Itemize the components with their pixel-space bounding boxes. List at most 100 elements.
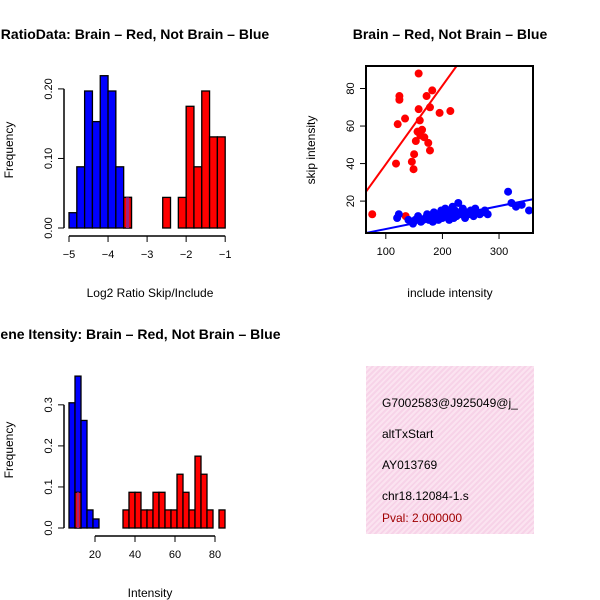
ratio-histogram-panel: RatioData: Brain – Red, Not Brain – Blue… [1, 26, 270, 300]
intensity-histogram-y-tick-label: 0.0 [43, 520, 55, 535]
intensity-histogram-bar-brain [128, 491, 136, 529]
scatter-x-tick-label: 200 [433, 246, 451, 258]
intensity-histogram-x-tick-label: 20 [89, 549, 101, 561]
intensity-histogram-ylabel: Frequency [2, 422, 16, 479]
intensity-histogram-bar-brain [206, 509, 214, 529]
intensity-histogram-x-tick-label: 40 [129, 549, 141, 561]
scatter-trend-brain [366, 66, 458, 193]
intensity-histogram-bar-brain [122, 509, 130, 529]
intensity-histogram-bars [68, 375, 226, 529]
scatter-point-brain [428, 86, 437, 95]
scatter-axes: 100 200 300 20 40 60 80 [345, 65, 534, 258]
scatter-point-brain [414, 69, 423, 78]
intensity-histogram-bar-brain [176, 473, 184, 529]
ratio-histogram-axes: −5 −4 −3 −2 −1 0.00 0.10 0.20 [43, 78, 231, 261]
location-text: chr18.12084-1.s [382, 489, 469, 503]
ratio-histogram-x-tick-label: −2 [180, 249, 193, 261]
intensity-histogram-bar-overlap [76, 492, 80, 528]
ratio-histogram-x-tick-label: −1 [219, 249, 232, 261]
scatter-frame [365, 65, 534, 234]
ratio-histogram-bar-not-brain [107, 90, 117, 229]
intensity-histogram-y-tick-label: 0.3 [43, 397, 55, 412]
intensity-histogram-bar-brain [170, 509, 178, 529]
scatter-point-brain [425, 146, 434, 155]
ratio-histogram-bar-brain [185, 105, 195, 229]
ratio-histogram-x-tick-label: −3 [141, 249, 154, 261]
ratio-histogram-bar-not-brain [115, 166, 125, 229]
intensity-histogram-y-tick-label: 0.2 [43, 438, 55, 453]
scatter-point-not-brain [504, 187, 513, 196]
scatter-marks [366, 66, 533, 233]
scatter-panel: Brain – Red, Not Brain – Blue include in… [304, 26, 547, 300]
event-type-text: altTxStart [382, 427, 434, 441]
scatter-point-not-brain [483, 210, 492, 219]
scatter-point-brain [446, 107, 455, 116]
ratio-histogram-xlabel: Log2 Ratio Skip/Include [87, 286, 214, 300]
ratio-histogram-ylabel: Frequency [2, 122, 16, 179]
scatter-y-tick-label: 40 [345, 157, 357, 169]
ratio-histogram-bar-not-brain [91, 120, 101, 229]
intensity-histogram-bar-not-brain [86, 509, 94, 529]
ratio-histogram-bar-brain [216, 136, 226, 229]
scatter-point-brain [420, 133, 429, 142]
scatter-point-brain [414, 105, 423, 114]
scatter-point-brain [435, 108, 444, 117]
intensity-histogram-title: Gene Itensity: Brain – Red, Not Brain – … [0, 326, 281, 342]
scatter-ylabel: skip intensity [304, 116, 318, 185]
scatter-point-brain [424, 138, 433, 147]
intensity-histogram-x-tick-label: 60 [169, 549, 181, 561]
scatter-point-brain [407, 157, 416, 166]
ratio-histogram-x-tick-label: −4 [102, 249, 115, 261]
intensity-histogram-bar-not-brain [80, 419, 88, 529]
scatter-y-tick-label: 80 [345, 82, 357, 94]
ratio-histogram-title: RatioData: Brain – Red, Not Brain – Blue [1, 26, 270, 42]
ratio-histogram-bar-not-brain [68, 212, 78, 229]
ratio-histogram-y-tick-label: 0.10 [43, 148, 55, 169]
intensity-histogram-bar-brain [188, 509, 196, 529]
scatter-point-not-brain [394, 210, 403, 219]
intensity-histogram-y-tick-label: 0.1 [43, 479, 55, 494]
ratio-histogram-bars [68, 75, 226, 229]
ratio-histogram-x-tick-label: −5 [63, 249, 76, 261]
scatter-x-tick-label: 300 [490, 246, 508, 258]
scatter-point-brain [422, 92, 431, 101]
scatter-point-brain [392, 159, 401, 168]
intensity-histogram-x-tick-label: 80 [209, 549, 221, 561]
scatter-point-brain [409, 165, 418, 174]
scatter-point-brain [395, 95, 404, 104]
scatter-point-brain [393, 120, 402, 129]
scatter-y-tick-label: 60 [345, 120, 357, 132]
ratio-histogram-bar-overlap [126, 197, 130, 228]
intensity-histogram-axes: 20 40 60 80 0.0 0.1 0.2 0.3 [43, 397, 221, 561]
ratio-histogram-bar-brain [201, 90, 211, 229]
ratio-histogram-bar-brain [162, 196, 172, 229]
ratio-histogram-bar-not-brain [99, 75, 109, 229]
intensity-histogram-bar-brain [152, 491, 160, 529]
ratio-histogram-bar-brain [193, 166, 203, 229]
scatter-point-brain [411, 137, 420, 146]
scatter-point-not-brain [525, 206, 533, 215]
pval-text: Pval: 2.000000 [382, 511, 463, 525]
intensity-histogram-bar-brain [134, 491, 142, 529]
ratio-histogram-bar-brain [177, 196, 187, 229]
intensity-histogram-bar-brain [218, 509, 226, 529]
scatter-xlabel: include intensity [407, 286, 492, 300]
scatter-point-brain [368, 210, 377, 219]
ratio-histogram-y-tick-label: 0.00 [43, 217, 55, 238]
intensity-histogram-bar-brain [182, 491, 190, 529]
intensity-histogram-panel: Gene Itensity: Brain – Red, Not Brain – … [0, 326, 281, 600]
event-info-panel: G7002583@J925049@j_ altTxStart AY013769 … [366, 366, 534, 534]
scatter-trend-not-brain [366, 198, 533, 233]
intensity-histogram-xlabel: Intensity [128, 586, 173, 600]
scatter-point-brain [410, 150, 419, 159]
ratio-histogram-bar-not-brain [76, 166, 86, 229]
ratio-histogram-bar-brain [208, 136, 219, 229]
accession-text: AY013769 [382, 458, 438, 472]
scatter-y-tick-label: 20 [345, 195, 357, 207]
event-id-text: G7002583@J925049@j_ [382, 396, 518, 410]
intensity-histogram-bar-not-brain [68, 402, 76, 529]
intensity-histogram-bar-brain [200, 473, 208, 529]
scatter-x-tick-label: 100 [377, 246, 395, 258]
scatter-plot-area [366, 66, 533, 233]
ratio-histogram-y-tick-label: 0.20 [43, 78, 55, 99]
